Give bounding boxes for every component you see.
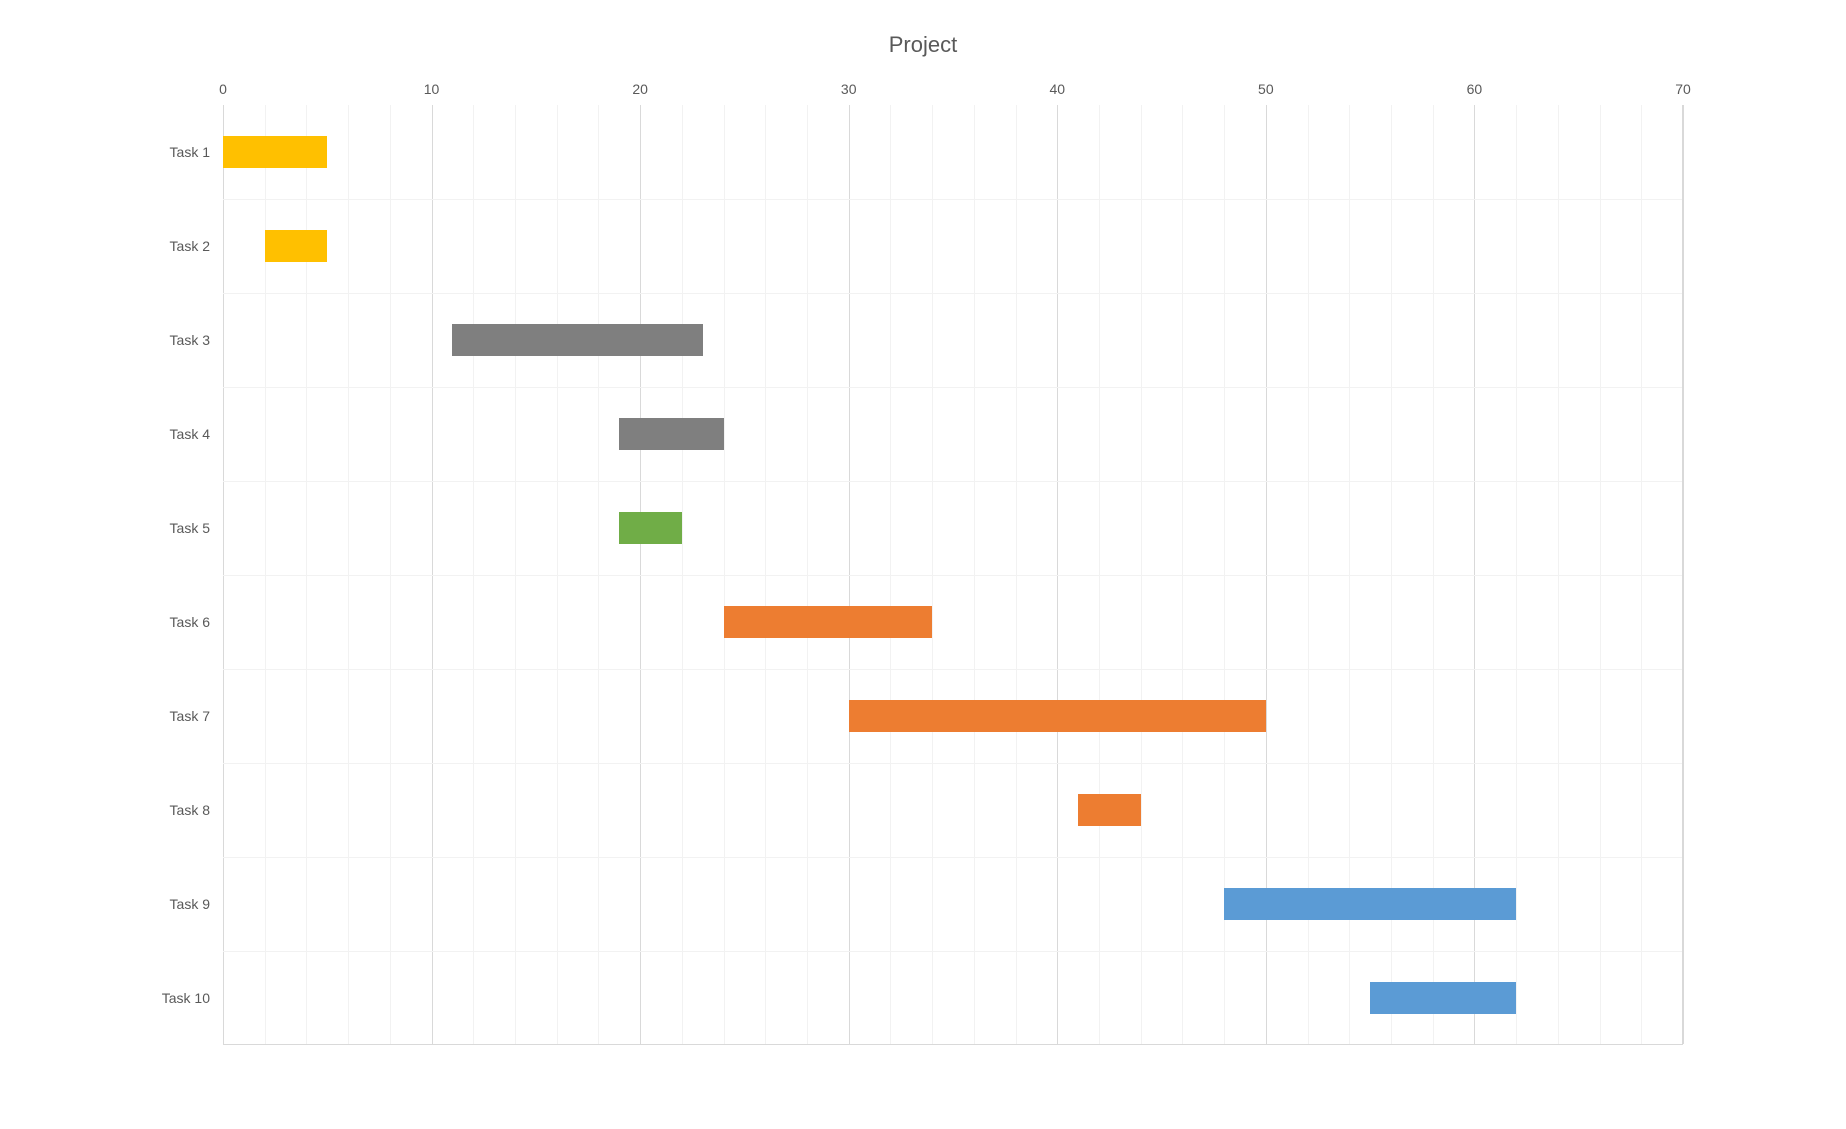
x-axis-tick-label: 40 bbox=[1049, 81, 1065, 97]
gantt-bar bbox=[1078, 794, 1141, 827]
gridline-horizontal bbox=[223, 763, 1682, 764]
gantt-bar bbox=[849, 700, 1266, 733]
x-axis-tick-label: 20 bbox=[632, 81, 648, 97]
y-axis-category-label: Task 10 bbox=[162, 990, 210, 1006]
gantt-bar bbox=[452, 324, 702, 357]
chart-title: Project bbox=[143, 20, 1703, 64]
gridline-horizontal bbox=[223, 951, 1682, 952]
gantt-bar bbox=[265, 230, 328, 263]
y-axis-category-label: Task 5 bbox=[170, 520, 210, 536]
gantt-bar bbox=[619, 418, 723, 451]
x-axis-tick-label: 0 bbox=[219, 81, 227, 97]
y-axis-category-label: Task 2 bbox=[170, 238, 210, 254]
gantt-bar bbox=[1224, 888, 1516, 921]
y-axis-category-label: Task 1 bbox=[170, 144, 210, 160]
y-axis-category-label: Task 8 bbox=[170, 802, 210, 818]
y-axis-category-label: Task 3 bbox=[170, 332, 210, 348]
gantt-bar bbox=[223, 136, 327, 169]
gridline-horizontal bbox=[223, 481, 1682, 482]
gantt-bar bbox=[619, 512, 682, 545]
gridline-horizontal bbox=[223, 575, 1682, 576]
gantt-bar bbox=[724, 606, 933, 639]
y-axis-category-label: Task 7 bbox=[170, 708, 210, 724]
y-axis-category-label: Task 4 bbox=[170, 426, 210, 442]
x-axis-tick-label: 10 bbox=[424, 81, 440, 97]
gridline-horizontal bbox=[223, 199, 1682, 200]
gantt-chart: Project 010203040506070Task 1Task 2Task … bbox=[143, 20, 1703, 1065]
gantt-bar bbox=[1370, 982, 1516, 1015]
x-axis-tick-label: 60 bbox=[1467, 81, 1483, 97]
gridline-vertical bbox=[1683, 105, 1684, 1044]
gridline-horizontal bbox=[223, 857, 1682, 858]
y-axis-category-label: Task 6 bbox=[170, 614, 210, 630]
x-axis-tick-label: 70 bbox=[1675, 81, 1691, 97]
gridline-horizontal bbox=[223, 387, 1682, 388]
y-axis-category-label: Task 9 bbox=[170, 896, 210, 912]
plot-area: 010203040506070Task 1Task 2Task 3Task 4T… bbox=[223, 105, 1683, 1045]
x-axis-tick-label: 50 bbox=[1258, 81, 1274, 97]
gridline-horizontal bbox=[223, 293, 1682, 294]
x-axis-tick-label: 30 bbox=[841, 81, 857, 97]
gridline-horizontal bbox=[223, 669, 1682, 670]
